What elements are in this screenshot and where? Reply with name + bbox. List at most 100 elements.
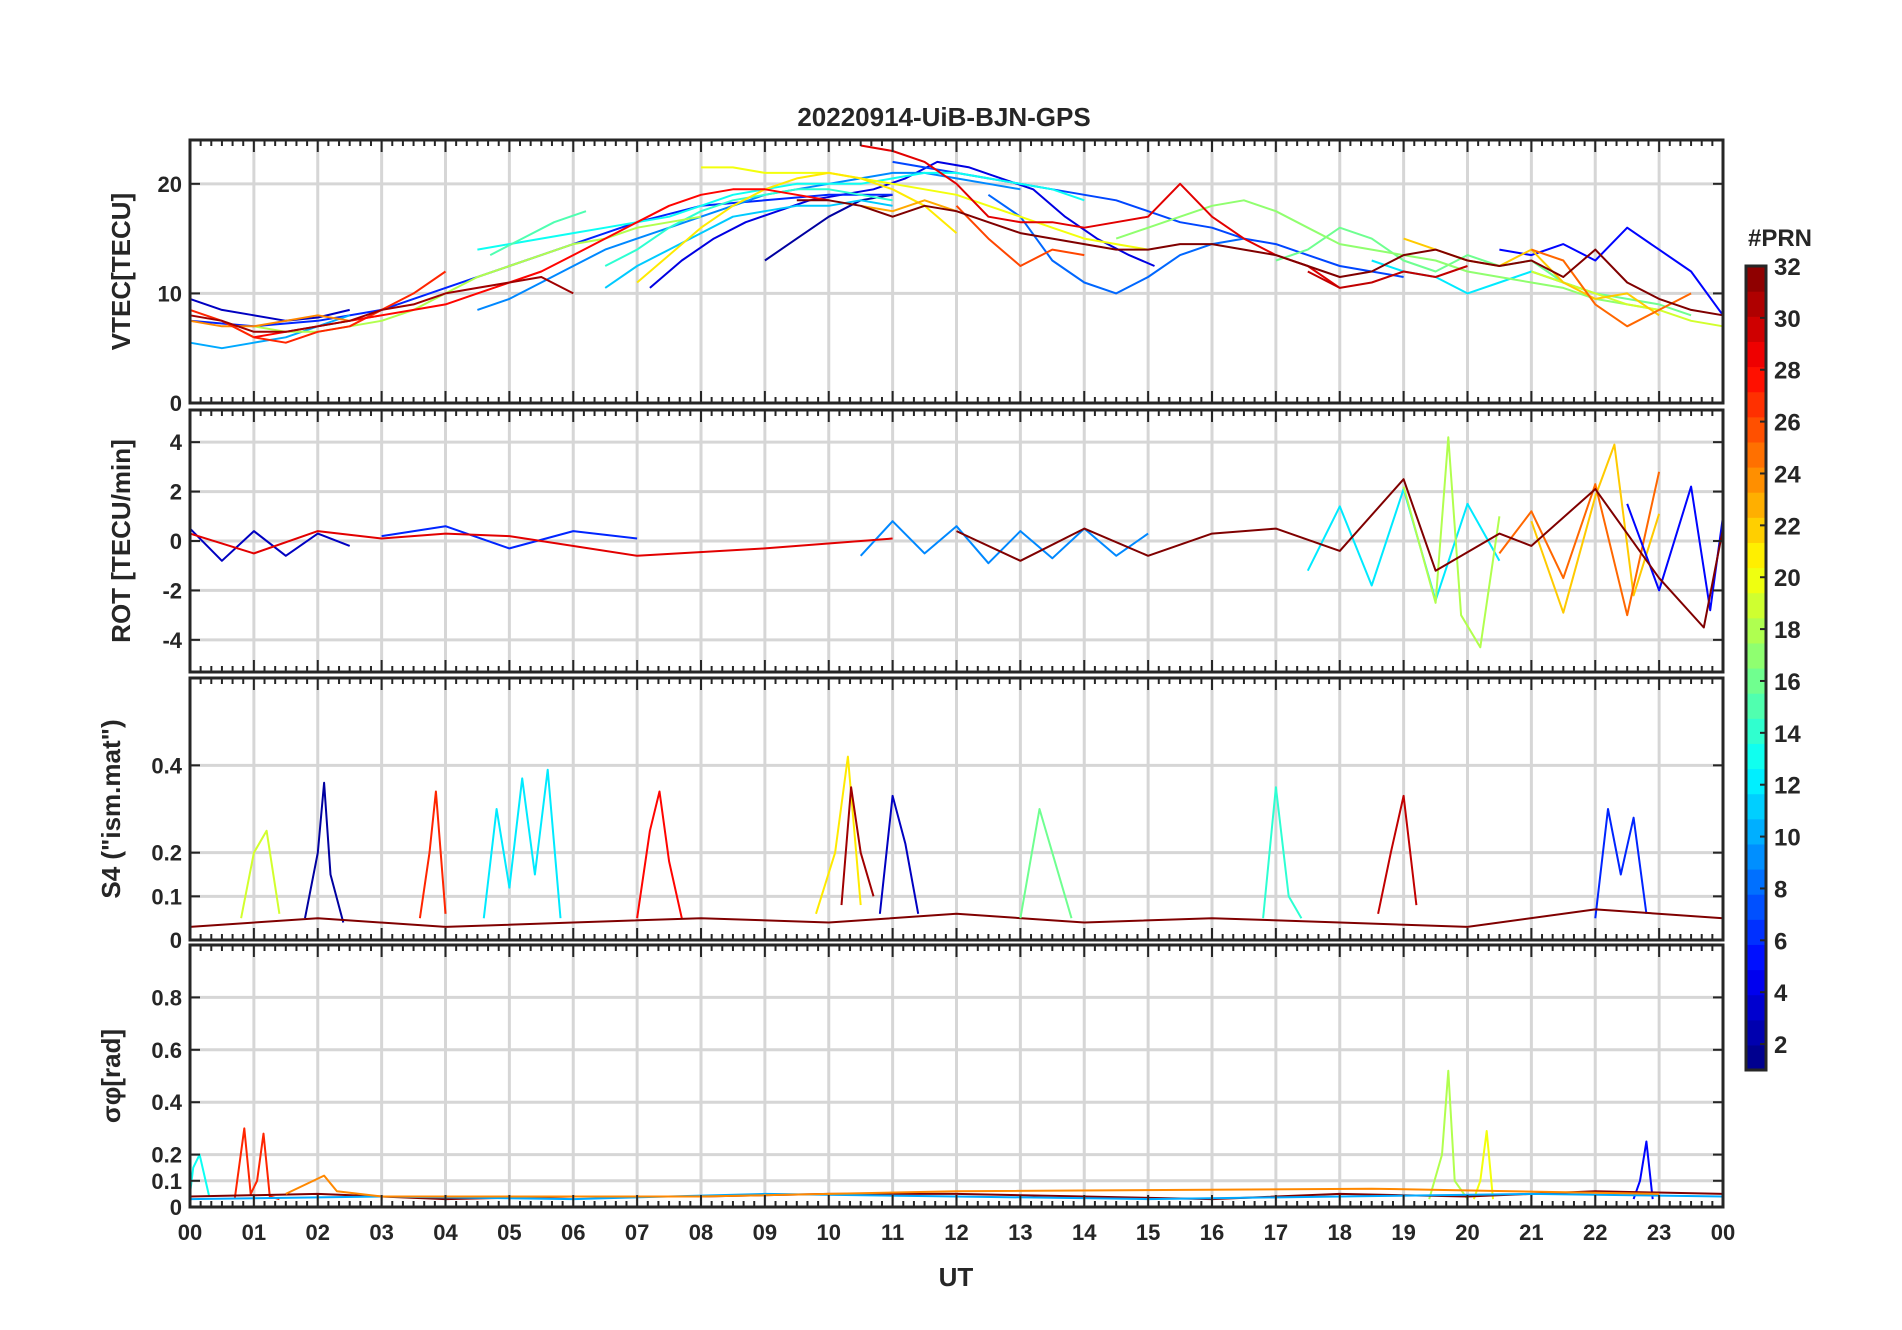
x-tick-label: 21 (1519, 1220, 1543, 1245)
colorbar-tick-label: 4 (1774, 980, 1788, 1007)
series-vtec-prn-23 (860, 199, 957, 213)
colorbar-level (1746, 266, 1766, 292)
series-vtec-prn-15 (489, 210, 587, 256)
series-vtec-prn-13 (477, 171, 1085, 251)
series-vtec-prn-18 (253, 215, 702, 333)
series-vtec-prn-27 (189, 270, 447, 344)
y-tick-label: 0 (170, 1195, 182, 1220)
series-s4-prn-31 (840, 786, 875, 906)
series-s4-prn-30 (1377, 794, 1418, 915)
series-s4-prn-2 (304, 781, 345, 923)
y-axis-label-s4: S4 ("ism.mat") (96, 719, 126, 898)
x-tick-label: 00 (178, 1220, 202, 1245)
colorbar-level (1746, 366, 1766, 393)
colorbar-level (1746, 944, 1766, 971)
x-tick-label: 07 (625, 1220, 649, 1245)
colorbar-label: #PRN (1748, 225, 1812, 252)
series-vtec-prn-25 (1531, 248, 1692, 328)
colorbar-level (1746, 768, 1766, 795)
colorbar-tick-label: 26 (1774, 410, 1801, 437)
series-rot-prn-32 (956, 478, 1724, 629)
colorbar-tick-label: 2 (1774, 1032, 1787, 1059)
colorbar-level (1746, 441, 1766, 468)
series-vtec-prn-31 (189, 276, 574, 333)
y-tick-label: -4 (162, 628, 182, 653)
series-s4-prn-3 (878, 794, 920, 914)
colorbar-level (1746, 592, 1766, 619)
series-rot-prn-18 (1402, 436, 1501, 649)
colorbar-level (1746, 316, 1766, 342)
panel-s4: 0 0.1 0.2 0.4 S4 ("ism.mat") (96, 676, 1725, 953)
y-tick-label: 0.1 (151, 884, 182, 909)
colorbar-tick-label: 16 (1774, 669, 1801, 696)
colorbar-level (1746, 291, 1766, 317)
series-s4-prn-16 (1019, 808, 1073, 919)
x-tick-label: 09 (753, 1220, 777, 1245)
x-tick-label: 11 (881, 1220, 904, 1245)
y-axis-label-vtec: VTEC[TECU] (106, 193, 136, 350)
x-tick-label: 15 (1136, 1220, 1160, 1245)
x-tick-label: 14 (1072, 1220, 1097, 1245)
x-tick-label: 04 (433, 1220, 458, 1245)
x-tick-label: 02 (306, 1220, 330, 1245)
series-vtec-prn-21 (636, 171, 958, 284)
colorbar-tick-label: 22 (1774, 513, 1801, 540)
y-tick-label: 2 (170, 480, 182, 505)
series-vtec-prn-6 (189, 193, 893, 328)
colorbar-level (1746, 391, 1766, 418)
series-vtec-prn-29 (860, 144, 1341, 289)
colorbar-tick-label: 8 (1774, 876, 1787, 903)
y-tick-label: -2 (162, 578, 182, 603)
y-tick-label: 0 (170, 529, 182, 554)
series-rot-prn-6 (381, 525, 638, 550)
series-rot-prn-22 (1530, 443, 1661, 614)
colorbar-level (1746, 467, 1766, 493)
series-vtec-prn-30 (1307, 265, 1468, 289)
series-s4-prn-6 (1594, 808, 1648, 919)
series-s4-prn-19 (240, 829, 281, 919)
colorbar-tick-label: 24 (1774, 461, 1801, 488)
series-vtec-prn-32 (796, 199, 1724, 317)
series-vtec-prn-8 (987, 193, 1245, 295)
series-s4-prn-28 (636, 790, 683, 919)
colorbar-tick-label: 18 (1774, 617, 1801, 644)
colorbar-level (1746, 869, 1766, 895)
y-axis-label-sigma_phi: σφ[rad] (96, 1029, 126, 1123)
series-vtec-prn-5 (1499, 226, 1724, 316)
series-vtec-prn-28 (253, 188, 829, 339)
colorbar-level (1746, 718, 1766, 744)
colorbar-level (1746, 517, 1766, 543)
series-vtec-prn-16 (1275, 226, 1692, 317)
series-vtec-prn-9 (477, 171, 1021, 311)
series-vtec-prn-17 (1115, 199, 1660, 311)
x-tick-label: 20 (1455, 1220, 1479, 1245)
y-tick-label: 0.2 (151, 1143, 182, 1168)
colorbar-tick-label: 30 (1774, 306, 1801, 333)
colorbar-level (1746, 341, 1766, 368)
colorbar-tick-label: 12 (1774, 773, 1801, 800)
colorbar-level (1746, 969, 1766, 996)
x-tick-label: 18 (1328, 1220, 1352, 1245)
series-rot-prn-25 (1498, 471, 1661, 617)
x-tick-labels: 00 01 02 03 04 05 06 07 08 09 10 11 12 13 14 15 16 17 18 19… (178, 1220, 1735, 1245)
x-tick-label: 00 (1711, 1220, 1735, 1245)
series-s4-prn-27 (418, 790, 447, 919)
series-sigma_phi-prn-20 (1472, 1130, 1494, 1200)
colorbar-level (1746, 1044, 1766, 1071)
series-sigma_phi-prn-13 (189, 1153, 211, 1197)
x-tick-label: 17 (1264, 1220, 1288, 1245)
colorbar-tick-label: 32 (1774, 254, 1801, 281)
y-tick-label: 4 (170, 430, 183, 455)
y-tick-label: 0.1 (151, 1169, 182, 1194)
series-sigma_phi-prn-27 (233, 1127, 280, 1201)
panel-rot: -4 -2 0 2 4 ROT [TECU/min] (106, 408, 1725, 674)
x-tick-label: 05 (497, 1220, 521, 1245)
x-tick-label: 10 (817, 1220, 841, 1245)
colorbar-level (1746, 668, 1766, 694)
series-vtec-prn-20 (701, 166, 1149, 251)
colorbar-level (1746, 743, 1766, 770)
series-sigma_phi-prn-18 (1428, 1069, 1469, 1200)
x-tick-label: 22 (1583, 1220, 1607, 1245)
colorbar-tick-label: 28 (1774, 358, 1801, 385)
